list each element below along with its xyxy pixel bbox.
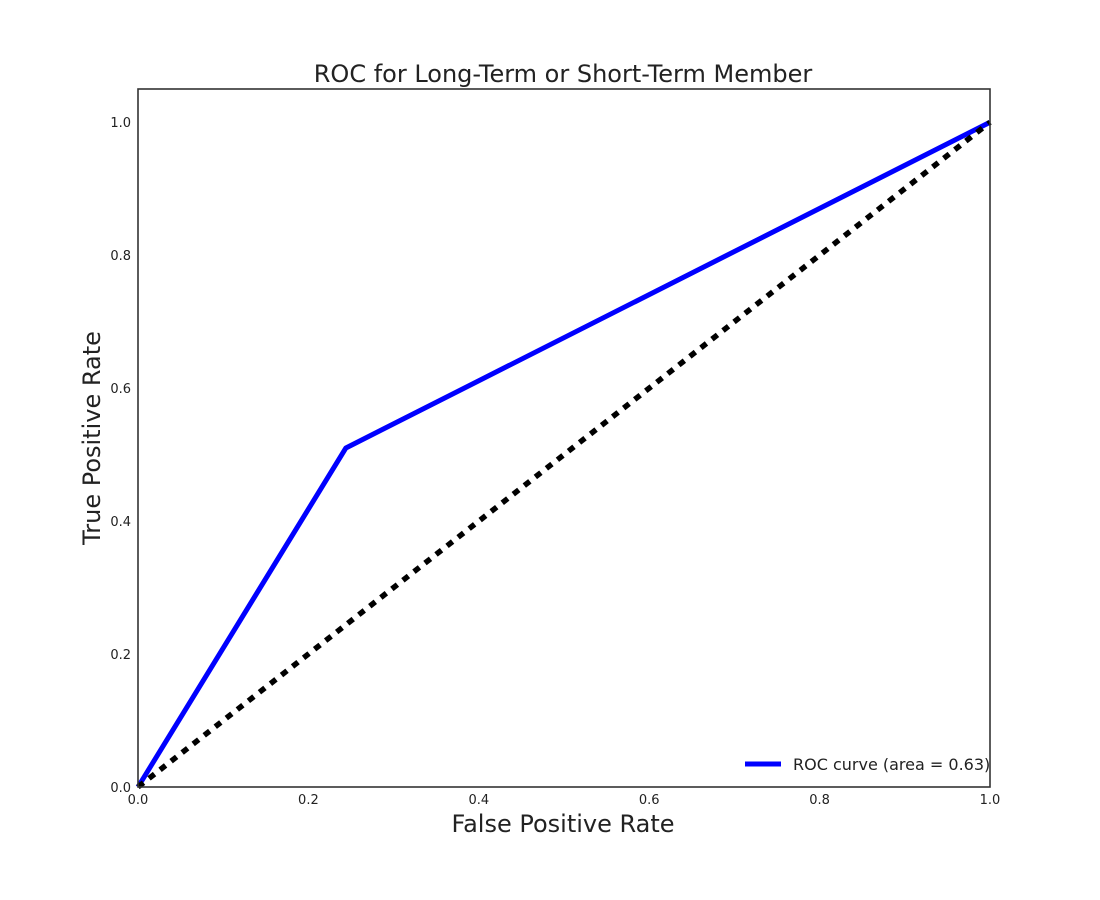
x-tick-label: 0.0 <box>128 793 149 808</box>
plot-area <box>135 120 992 790</box>
legend: ROC curve (area = 0.63) <box>745 755 990 774</box>
series-line-baseline <box>136 120 992 790</box>
x-tick-label: 1.0 <box>980 793 1001 808</box>
series-line-roc <box>135 120 992 789</box>
y-axis-ticks: 0.0 0.2 0.4 0.6 0.8 1.0 <box>110 116 131 796</box>
y-tick-label: 0.6 <box>110 382 131 397</box>
x-axis-label: False Positive Rate <box>451 810 674 838</box>
legend-label: ROC curve (area = 0.63) <box>793 755 990 774</box>
x-axis-ticks: 0.0 0.2 0.4 0.6 0.8 1.0 <box>128 793 1001 808</box>
x-tick-label: 0.4 <box>468 793 489 808</box>
y-tick-label: 0.0 <box>110 781 131 796</box>
x-tick-label: 0.2 <box>298 793 319 808</box>
x-tick-label: 0.6 <box>639 793 660 808</box>
y-axis-label: True Positive Rate <box>78 331 106 546</box>
plot-frame <box>137 88 991 788</box>
y-tick-label: 1.0 <box>110 116 131 131</box>
chart-title: ROC for Long-Term or Short-Term Member <box>314 60 813 88</box>
y-tick-label: 0.4 <box>110 515 131 530</box>
y-tick-label: 0.2 <box>110 648 131 663</box>
x-tick-label: 0.8 <box>809 793 830 808</box>
y-tick-label: 0.8 <box>110 249 131 264</box>
